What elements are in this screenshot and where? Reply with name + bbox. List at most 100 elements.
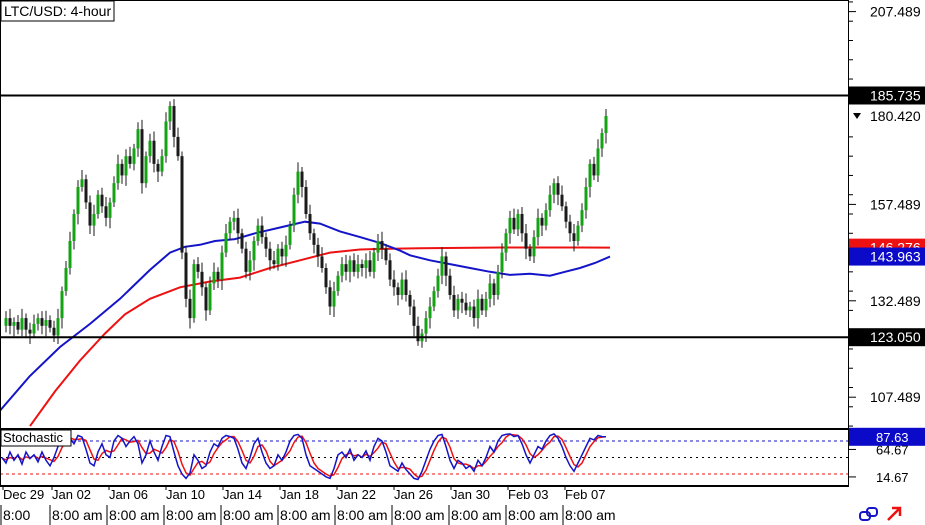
candle-up — [36, 318, 40, 324]
x-time-label: 8:00 am — [508, 507, 559, 523]
candle-up — [192, 264, 196, 319]
candle-up — [424, 318, 428, 334]
candle-down — [240, 233, 244, 249]
stochastic-lines — [1, 433, 607, 481]
candle-down — [472, 306, 476, 319]
x-date-label: Jan 22 — [337, 487, 376, 502]
candle-down — [324, 267, 328, 288]
x-time-label: 8:00 am — [109, 507, 160, 523]
candle-down — [52, 327, 56, 336]
candle-up — [64, 267, 68, 292]
candle-down — [308, 214, 312, 234]
arrow-right-icon[interactable] — [887, 506, 902, 521]
candle-up — [60, 291, 64, 319]
candle-down — [120, 163, 124, 176]
candle-up — [508, 217, 512, 234]
candle-down — [524, 233, 528, 249]
resistance-price-badge-text: 185.735 — [870, 87, 921, 103]
x-date-label: Jan 06 — [109, 487, 148, 502]
x-date-label: Feb 03 — [508, 487, 548, 502]
candle-down — [216, 271, 220, 280]
candle-down — [40, 318, 44, 326]
candle-up — [552, 183, 556, 195]
y-tick-label: 207.489 — [870, 4, 921, 20]
candle-down — [404, 279, 408, 295]
candle-up — [56, 318, 60, 336]
candle-up — [516, 214, 520, 230]
candle-up — [504, 233, 508, 253]
x-date-label: Jan 30 — [451, 487, 490, 502]
candle-up — [124, 156, 128, 176]
candle-down — [200, 271, 204, 288]
x-time-label: 8:00 am — [52, 507, 103, 523]
candle-down — [264, 237, 268, 249]
candle-up — [436, 275, 440, 292]
candle-up — [440, 256, 444, 276]
candle-down — [48, 320, 52, 328]
candle-down — [568, 221, 572, 234]
candle-down — [328, 287, 332, 307]
candle-up — [428, 306, 432, 319]
moving-averages — [0, 220, 611, 427]
chain-link-icon[interactable] — [859, 507, 878, 521]
stochastic-d-line — [1, 433, 607, 479]
x-time-label: 8:00 — [3, 507, 30, 523]
candle-up — [576, 225, 580, 241]
stochastic-current-value: 87.63 — [876, 430, 909, 445]
fast-ma-price-badge-text: 143.963 — [870, 249, 921, 265]
candle-up — [168, 106, 172, 122]
candle-down — [560, 194, 564, 207]
candle-up — [76, 187, 80, 214]
candle-up — [288, 225, 292, 245]
candle-up — [484, 298, 488, 311]
candle-down — [556, 183, 560, 195]
candle-up — [456, 298, 460, 311]
candle-up — [92, 214, 96, 226]
candle-up — [68, 240, 72, 268]
candle-up — [376, 240, 380, 253]
candle-down — [592, 163, 596, 176]
candle-down — [384, 248, 388, 261]
candle-down — [480, 298, 484, 311]
candle-down — [464, 302, 468, 311]
x-date-label: Dec 29 — [3, 487, 44, 502]
candle-up — [144, 156, 148, 184]
candle-down — [460, 298, 464, 303]
x-date-label: Jan 10 — [166, 487, 205, 502]
candle-down — [88, 202, 92, 226]
candle-up — [112, 183, 116, 203]
x-date-label: Jan 18 — [280, 487, 319, 502]
candle-down — [388, 260, 392, 280]
x-date-label: Jan 02 — [52, 487, 91, 502]
candle-up — [348, 260, 352, 272]
candle-down — [408, 294, 412, 307]
x-date-label: Jan 14 — [223, 487, 262, 502]
x-time-label: 8:00 am — [166, 507, 217, 523]
candle-up — [80, 179, 84, 188]
candle-down — [104, 206, 108, 218]
candle-up — [372, 252, 376, 272]
candle-down — [452, 294, 456, 311]
candle-up — [164, 121, 168, 157]
candle-up — [532, 237, 536, 257]
fast-ma-price-badge — [849, 247, 925, 266]
x-date-label: Jan 26 — [394, 487, 433, 502]
candle-down — [24, 318, 28, 330]
candle-down — [28, 329, 32, 334]
candle-down — [520, 214, 524, 234]
candle-down — [16, 321, 20, 330]
y-tick-label: 132.489 — [870, 293, 921, 309]
candle-up — [332, 291, 336, 307]
candle-down — [204, 287, 208, 311]
y-tick-label: 107.489 — [870, 389, 921, 405]
slow-moving-average-line — [29, 246, 611, 427]
candle-down — [236, 217, 240, 234]
candle-up — [496, 271, 500, 295]
candle-down — [492, 283, 496, 295]
candle-up — [548, 194, 552, 211]
candlesticks — [4, 99, 608, 348]
candle-up — [132, 148, 136, 164]
candle-down — [352, 260, 356, 272]
candle-up — [284, 244, 288, 257]
